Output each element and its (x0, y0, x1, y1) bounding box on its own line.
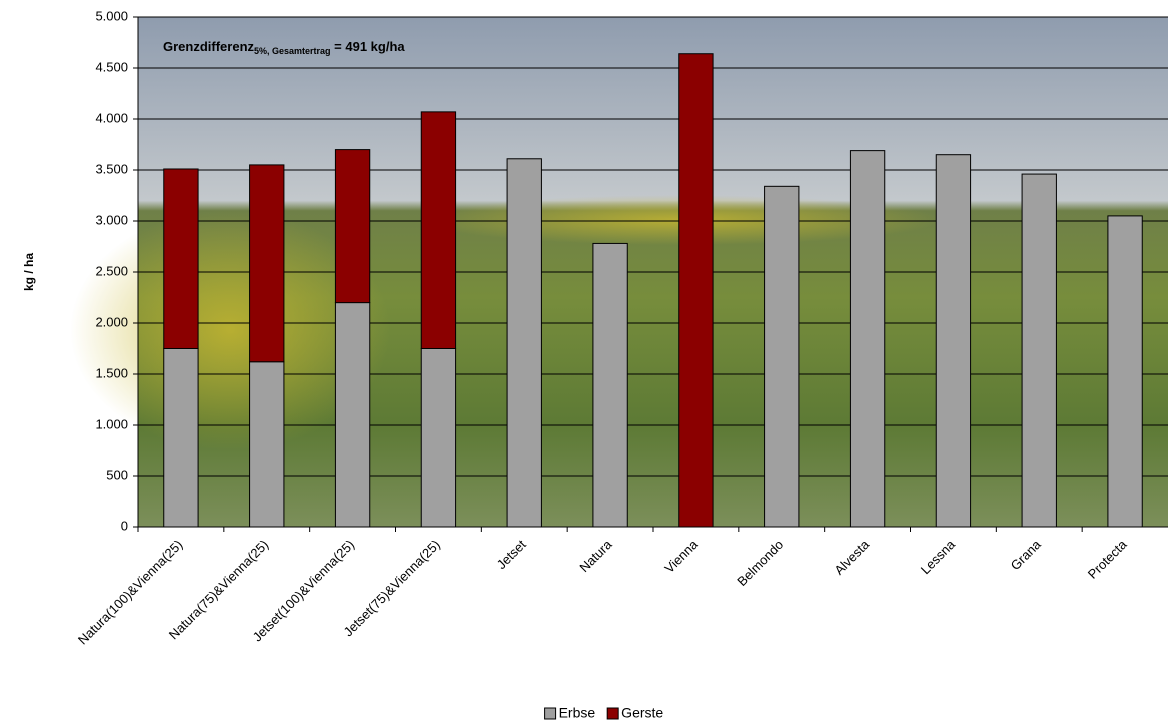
bar-segment (764, 185, 800, 528)
annotation-text: Grenzdifferenz (163, 39, 255, 54)
bar-segment (334, 302, 371, 528)
bar-segment (163, 168, 199, 349)
bar-segment (678, 53, 714, 528)
x-tick-label: Natura (576, 536, 615, 575)
bar-segment (592, 242, 628, 528)
legend-swatch (544, 707, 557, 720)
bar-segment (849, 150, 886, 528)
legend: Erbse Gerste (544, 705, 663, 721)
y-axis-label: kg / ha (22, 253, 36, 291)
y-tick-label: 3.500 (95, 161, 128, 176)
annotation: Grenzdifferenz5%, Gesamtertrag = 491 kg/… (163, 39, 405, 56)
legend-label: Erbse (559, 705, 596, 721)
bar-segment (249, 164, 285, 363)
bar-segment (420, 111, 457, 349)
annotation-subscript: 5%, Gesamtertrag (254, 46, 331, 56)
x-tick-label: Vienna (661, 536, 701, 576)
y-tick-label: 500 (106, 467, 128, 482)
x-tick-label: Jetset (494, 537, 529, 572)
bar-segment (1021, 173, 1057, 528)
x-tick-label: Jetset(75)&Vienna(25) (341, 537, 443, 639)
bar-segment (163, 348, 199, 528)
y-tick-label: 1.500 (95, 365, 128, 380)
bar-segment (420, 348, 457, 528)
y-tick-label: 4.500 (95, 59, 128, 74)
y-tick-label: 0 (121, 518, 128, 533)
bar-segment (334, 149, 371, 304)
y-tick-label: 3.000 (95, 212, 128, 227)
x-tick-label: Alvesta (831, 536, 872, 577)
background-field (70, 210, 390, 450)
legend-swatch (606, 707, 619, 720)
x-tick-label: Grana (1008, 536, 1045, 573)
y-tick-label: 1.000 (95, 416, 128, 431)
x-tick-label: Protecta (1085, 536, 1130, 581)
bar-segment (1107, 215, 1143, 528)
x-tick-label: Belmondo (734, 537, 786, 589)
bar-segment (249, 361, 285, 528)
y-tick-label: 2.500 (95, 263, 128, 278)
y-tick-label: 4.000 (95, 110, 128, 125)
bar-segment (935, 154, 972, 528)
legend-label: Gerste (621, 705, 663, 721)
annotation-suffix: = 491 kg/ha (331, 39, 406, 54)
y-tick-label: 2.000 (95, 314, 128, 329)
y-tick-label: 5.000 (95, 8, 128, 23)
bar-segment (506, 158, 542, 528)
x-tick-label: Lessna (918, 536, 959, 577)
